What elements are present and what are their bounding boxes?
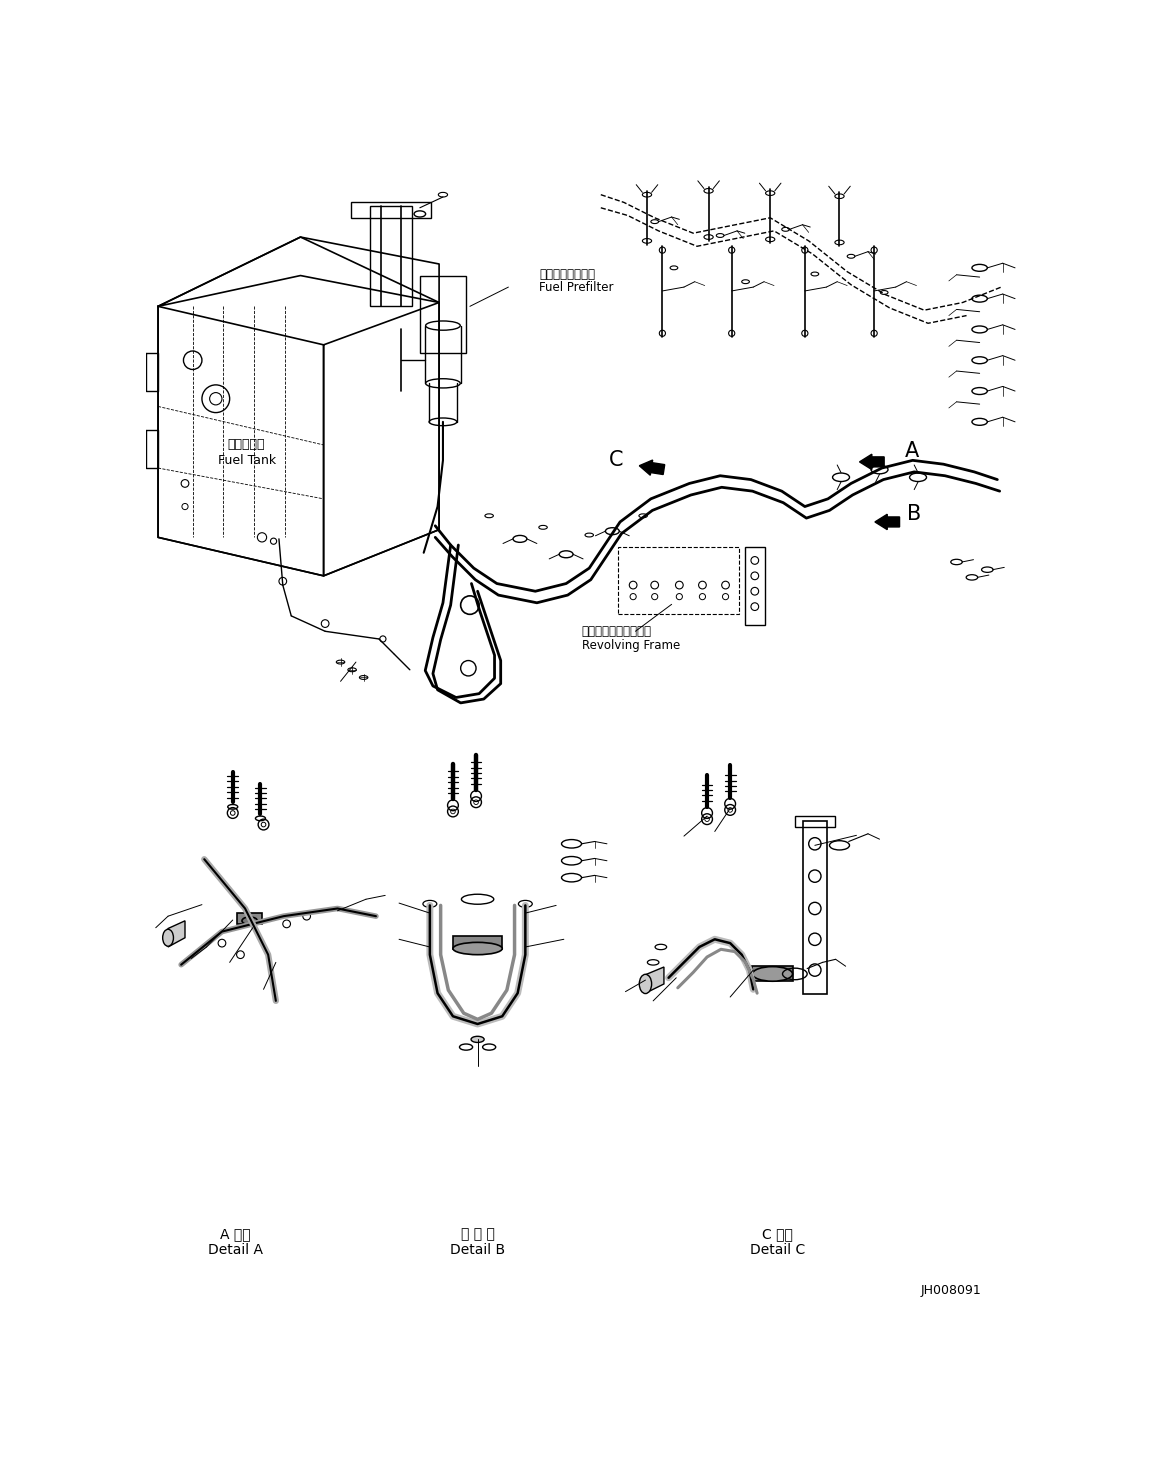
Text: Fuel Prefilter: Fuel Prefilter (539, 281, 614, 294)
Text: C 詳細: C 詳細 (763, 1227, 793, 1241)
Ellipse shape (163, 930, 173, 946)
FancyArrow shape (874, 515, 900, 529)
Text: B: B (908, 504, 921, 525)
Text: C: C (609, 450, 623, 471)
Bar (802, 820, 827, 994)
Bar (753, 966, 793, 981)
Text: Revolving Frame: Revolving Frame (581, 639, 680, 652)
Text: 燃料タンク: 燃料タンク (228, 439, 265, 452)
Polygon shape (646, 966, 664, 993)
Bar (350, 202, 431, 218)
Polygon shape (168, 921, 185, 947)
Ellipse shape (471, 1037, 484, 1042)
Ellipse shape (753, 966, 793, 981)
Ellipse shape (242, 917, 257, 924)
Text: Detail C: Detail C (750, 1243, 805, 1257)
Ellipse shape (639, 974, 651, 994)
Text: 燃料プレフィルタ: 燃料プレフィルタ (539, 268, 595, 281)
Bar (370, 206, 412, 307)
FancyArrow shape (639, 461, 665, 475)
Text: JH008091: JH008091 (920, 1284, 981, 1297)
Text: レボルビングフレーム: レボルビングフレーム (581, 624, 651, 637)
FancyArrow shape (859, 455, 885, 469)
Text: Detail B: Detail B (450, 1243, 506, 1257)
Text: Fuel Tank: Fuel Tank (217, 453, 276, 466)
Bar (453, 936, 502, 949)
Ellipse shape (453, 943, 502, 955)
Bar (745, 547, 765, 626)
Bar (795, 816, 835, 827)
Text: Detail A: Detail A (208, 1243, 263, 1257)
Bar (618, 547, 740, 614)
Text: 日 詳 細: 日 詳 細 (461, 1227, 494, 1241)
Bar (419, 275, 466, 352)
Bar (238, 914, 262, 924)
Text: A: A (905, 442, 919, 461)
Text: A 詳細: A 詳細 (219, 1227, 250, 1241)
